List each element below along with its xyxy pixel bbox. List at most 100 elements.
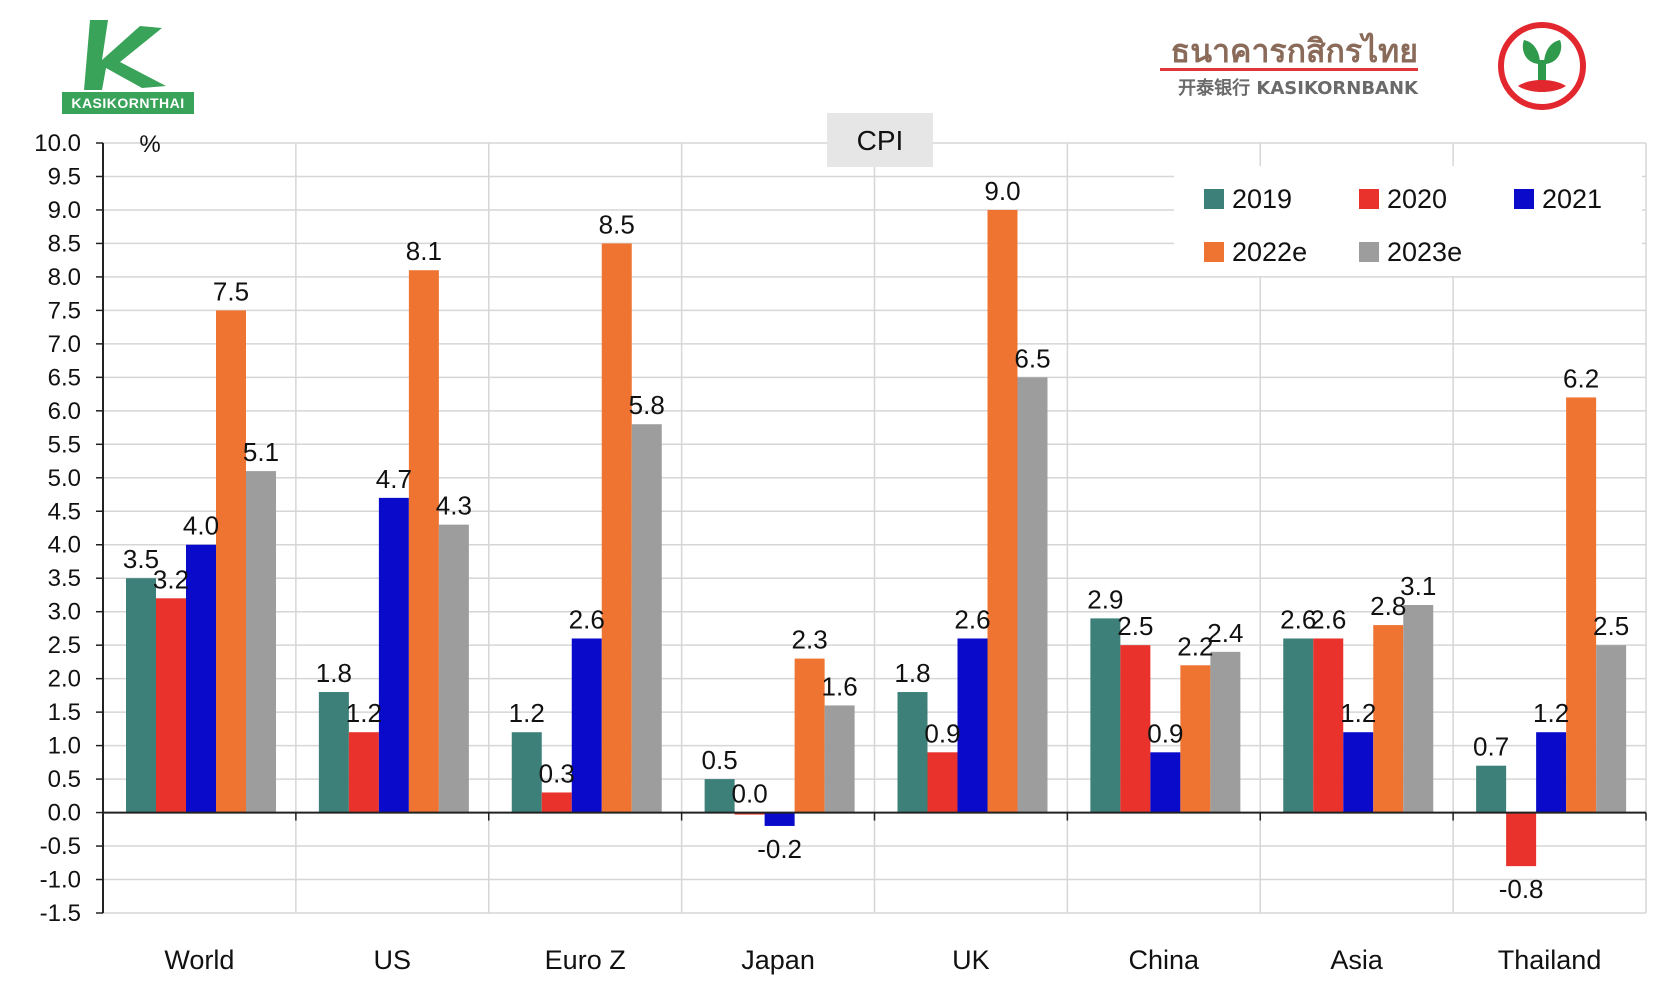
- value-label: 2.3: [792, 625, 828, 655]
- y-tick-label: 4.0: [48, 532, 81, 559]
- value-label: -0.8: [1499, 874, 1544, 904]
- chart-title: CPI: [857, 125, 904, 156]
- bar-2023e-thailand: [1596, 645, 1627, 813]
- y-tick-label: 4.5: [48, 498, 81, 525]
- value-label: 1.8: [316, 658, 352, 688]
- bar-2023e-euro-z: [631, 424, 662, 813]
- legend-box: [1174, 166, 1642, 276]
- value-label: 3.1: [1400, 571, 1436, 601]
- bar-2023e-us: [438, 524, 469, 813]
- y-tick-label: 2.0: [48, 666, 81, 693]
- category-label: China: [1129, 945, 1201, 975]
- value-label: 1.2: [346, 698, 382, 728]
- bar-2021-us: [378, 497, 409, 813]
- bar-2019-euro-z: [511, 732, 542, 813]
- bar-2022e-china: [1180, 665, 1211, 813]
- bank-name-english: 开泰银行 KASIKORNBANK: [1178, 78, 1418, 99]
- value-label: 3.5: [123, 544, 159, 574]
- bar-2021-uk: [957, 638, 988, 813]
- value-label: 9.0: [984, 176, 1020, 206]
- value-label: 5.1: [243, 437, 279, 467]
- value-label: 6.5: [1014, 343, 1050, 373]
- kasikornbank-seal-icon: [1496, 20, 1588, 112]
- y-tick-label: 0.5: [48, 766, 81, 793]
- legend-label-2020: 2020: [1387, 184, 1447, 214]
- value-label: 1.2: [1533, 698, 1569, 728]
- bar-2023e-japan: [824, 705, 855, 813]
- bar-2019-uk: [897, 692, 928, 813]
- y-tick-label: 7.5: [48, 297, 81, 324]
- bar-2020-world: [156, 598, 186, 813]
- value-label: 3.2: [153, 564, 189, 594]
- bar-2019-china: [1090, 618, 1121, 813]
- bar-2021-euro-z: [571, 638, 602, 813]
- value-label: 0.3: [539, 758, 575, 788]
- value-label: 8.5: [599, 209, 635, 239]
- legend-swatch-2020: [1359, 189, 1379, 209]
- value-label: 1.2: [1340, 698, 1376, 728]
- bank-name-thai: ธนาคารกสิกรไทย: [1170, 32, 1418, 70]
- value-label: 4.3: [436, 491, 472, 521]
- value-label: 2.2: [1177, 631, 1213, 661]
- value-label: 2.4: [1207, 618, 1243, 648]
- value-label: 2.9: [1087, 584, 1123, 614]
- value-label: 5.8: [629, 390, 665, 420]
- kasikornthai-logo: KASIKORNTHAI: [62, 16, 194, 116]
- y-tick-label: -1.0: [40, 867, 81, 894]
- value-label: -0.2: [757, 834, 802, 864]
- value-label: 2.5: [1593, 611, 1629, 641]
- value-label: 0.5: [702, 745, 738, 775]
- y-tick-label: 1.0: [48, 733, 81, 760]
- value-label: 7.5: [213, 276, 249, 306]
- bar-2022e-japan: [794, 658, 825, 813]
- legend-swatch-2019: [1204, 189, 1224, 209]
- bar-2022e-us: [408, 270, 439, 813]
- y-tick-label: 9.5: [48, 163, 81, 190]
- legend-label-2023e: 2023e: [1387, 237, 1462, 267]
- y-tick-label: 3.0: [48, 599, 81, 626]
- category-label: Asia: [1330, 945, 1384, 975]
- value-label: 0.0: [732, 779, 768, 809]
- y-tick-label: 8.0: [48, 264, 81, 291]
- bar-2020-us: [348, 732, 379, 813]
- bar-2023e-asia: [1403, 605, 1434, 813]
- bar-2021-japan: [764, 812, 795, 826]
- bar-2022e-uk: [987, 209, 1018, 813]
- value-label: 2.6: [954, 604, 990, 634]
- y-tick-label: 8.5: [48, 230, 81, 257]
- y-tick-label: 1.5: [48, 699, 81, 726]
- legend-label-2022e: 2022e: [1232, 237, 1307, 267]
- value-label: 8.1: [406, 236, 442, 266]
- bar-2023e-uk: [1017, 377, 1048, 813]
- y-tick-label: 2.5: [48, 632, 81, 659]
- category-label: UK: [952, 945, 990, 975]
- bar-2020-asia: [1313, 638, 1344, 813]
- y-axis-label: %: [139, 131, 160, 158]
- y-tick-label: 5.0: [48, 465, 81, 492]
- y-tick-label: 9.0: [48, 197, 81, 224]
- category-label: US: [374, 945, 412, 975]
- bar-2019-japan: [704, 779, 735, 813]
- legend-swatch-2022e: [1204, 242, 1224, 262]
- y-tick-label: 5.5: [48, 431, 81, 458]
- category-label: Thailand: [1498, 945, 1602, 975]
- category-label: Japan: [741, 945, 815, 975]
- value-label: 1.8: [894, 658, 930, 688]
- category-label: Euro Z: [545, 945, 626, 975]
- value-label: 4.0: [183, 511, 219, 541]
- legend: 2019 2020 2021 2022e 2023e: [1174, 166, 1642, 276]
- bar-2019-thailand: [1476, 765, 1507, 813]
- value-label: 4.7: [376, 464, 412, 494]
- value-label: 1.6: [822, 671, 858, 701]
- y-tick-label: 10.0: [34, 130, 81, 157]
- bar-2021-world: [186, 544, 216, 813]
- value-label: 2.5: [1117, 611, 1153, 641]
- bar-2020-china: [1120, 645, 1151, 813]
- k-letter-icon: [84, 20, 166, 90]
- y-tick-label: 6.0: [48, 398, 81, 425]
- bar-2023e-china: [1210, 651, 1241, 813]
- legend-label-2019: 2019: [1232, 184, 1292, 214]
- bar-2019-asia: [1283, 638, 1314, 813]
- value-label: 2.6: [1280, 604, 1316, 634]
